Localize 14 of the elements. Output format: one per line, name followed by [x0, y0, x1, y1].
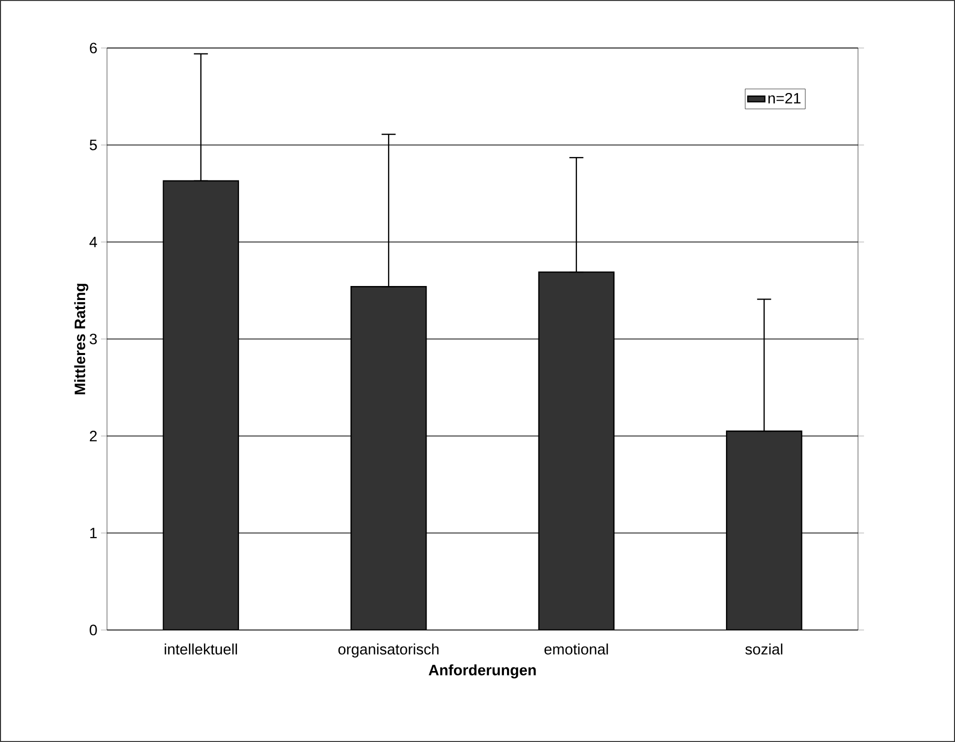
legend-label: n=21 [768, 92, 800, 104]
y-tick-label: 3 [90, 334, 97, 344]
x-tick-label: emotional [544, 644, 608, 655]
y-tick-label: 0 [90, 624, 97, 636]
y-tick-label: 2 [90, 430, 97, 442]
y-tick-label: 5 [90, 140, 97, 150]
x-tick-label: intellektuell [164, 644, 237, 655]
y-tick-label: 6 [90, 42, 97, 54]
y-tick-label: 1 [90, 528, 97, 538]
x-tick-label: sozial [745, 644, 782, 655]
x-axis-title: Anforderungen [428, 664, 536, 678]
y-tick-label: 4 [89, 236, 98, 248]
y-axis-title: Mittleres Rating [74, 284, 88, 394]
x-tick-label: organisatorisch [338, 644, 438, 658]
